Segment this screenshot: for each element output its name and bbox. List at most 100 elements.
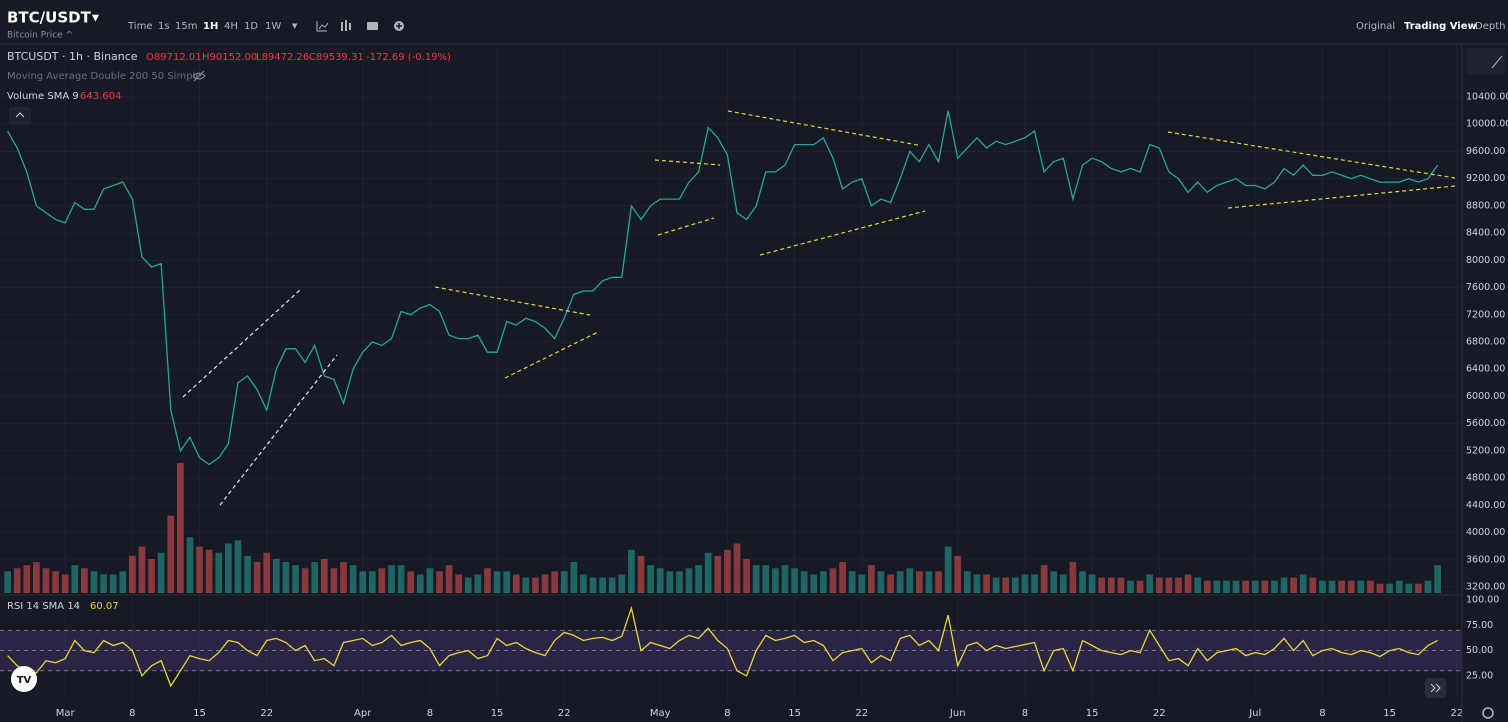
x-tick-label: Mar: [56, 708, 76, 719]
volume-bar: [724, 549, 731, 593]
trendline: [1227, 185, 1456, 209]
volume-bar: [359, 571, 367, 593]
volume-bar: [205, 549, 213, 593]
x-tick-label: 8: [1319, 708, 1325, 719]
volume-bar: [378, 568, 386, 593]
side-toolbar[interactable]: [1466, 48, 1506, 74]
symbol[interactable]: BTC/USDT: [7, 9, 92, 27]
volume-bar: [551, 571, 559, 593]
volume-bar: [839, 562, 846, 593]
volume-bar: [1347, 580, 1355, 593]
volume-bar: [1107, 577, 1115, 593]
symbol-dropdown[interactable]: ▼: [92, 14, 99, 24]
more-intervals[interactable]: ▼: [292, 22, 298, 30]
x-tick-label: May: [650, 708, 671, 719]
volume-bar: [215, 552, 223, 593]
volume-bar: [704, 552, 712, 593]
volume-bar: [560, 571, 568, 593]
y-tick-label: 6400.00: [1466, 364, 1505, 375]
volume-bar: [1002, 577, 1010, 593]
interval[interactable]: 15m: [175, 21, 197, 32]
symbol-subtitle: Bitcoin Price ^: [7, 31, 73, 41]
volume-bar: [13, 568, 21, 593]
volume-bar: [253, 562, 261, 593]
y-tick-label: 5600.00: [1466, 418, 1505, 429]
y-tick-label: 8000.00: [1466, 255, 1505, 266]
volume-bar: [368, 571, 376, 593]
volume-bar: [416, 574, 424, 593]
interval-active[interactable]: 1H: [203, 21, 218, 32]
tv-logo[interactable]: [11, 666, 37, 692]
trendline: [504, 331, 599, 379]
chart-type-icon[interactable]: [341, 20, 351, 31]
hidden-icon[interactable]: [192, 70, 206, 82]
y-tick-label: 6800.00: [1466, 337, 1505, 348]
view-tab-active[interactable]: Trading View: [1404, 21, 1477, 32]
volume-bar: [1376, 583, 1384, 593]
legend-rsi: RSI 14 SMA 14: [7, 601, 80, 612]
y-tick-label: 8400.00: [1466, 228, 1505, 239]
view-tab[interactable]: Original: [1356, 21, 1395, 32]
volume-bar: [1079, 571, 1086, 593]
volume-bar: [963, 571, 971, 593]
volume-bar: [541, 574, 549, 593]
volume-bar: [407, 571, 415, 593]
volume-bar: [1040, 565, 1048, 593]
trendlines: [182, 110, 1456, 506]
x-tick-label: 8: [427, 708, 433, 719]
volume-bar: [800, 571, 808, 593]
volume-bar: [138, 546, 146, 593]
volume-bar: [397, 565, 405, 593]
legend-close: C89539.31: [309, 52, 364, 63]
volume-bar: [1309, 577, 1317, 593]
x-tick-label: Jul: [1248, 708, 1261, 719]
trendline: [182, 289, 301, 398]
scroll-icon: [1430, 683, 1441, 693]
volume-bar: [90, 571, 98, 593]
interval[interactable]: 1s: [158, 21, 170, 32]
volume-bar: [52, 571, 59, 593]
volume-bar: [1021, 574, 1029, 593]
interval[interactable]: 1D: [244, 21, 258, 32]
interval[interactable]: 4H: [224, 21, 238, 32]
volume-bar: [695, 565, 702, 593]
collapse-button[interactable]: [9, 107, 31, 124]
volume-bar: [1242, 580, 1250, 593]
y-tick-label: 7200.00: [1466, 309, 1505, 320]
indicator-icon[interactable]: [316, 21, 329, 32]
volume-bar: [1031, 574, 1038, 593]
x-tick-label: 22: [1153, 708, 1166, 719]
volume-bar: [781, 565, 789, 593]
volume-bar: [896, 571, 904, 593]
y-tick-label: 100.00: [1466, 595, 1499, 606]
settings-icon[interactable]: [1482, 707, 1494, 719]
trendline: [219, 354, 338, 506]
volume-bar: [1050, 571, 1058, 593]
volume-bar: [906, 568, 914, 593]
x-tick-label: 8: [1022, 708, 1028, 719]
view-tab[interactable]: Depth: [1475, 21, 1505, 32]
volume-bar: [512, 574, 520, 593]
volume-bar: [330, 568, 338, 593]
y-tick-label: 9200.00: [1466, 173, 1505, 184]
trendline: [759, 210, 926, 256]
x-tick-label: 8: [129, 708, 135, 719]
volume-bar: [23, 565, 31, 593]
interval[interactable]: Time: [127, 21, 152, 32]
y-tick-label: 50.00: [1466, 645, 1493, 656]
volume-bar: [973, 574, 981, 593]
volume-bar: [301, 568, 309, 593]
volume-bar: [1213, 580, 1221, 593]
volume-bar: [858, 574, 866, 593]
volume-bar: [320, 558, 328, 593]
volume-bar: [733, 543, 741, 593]
volume-bar: [1328, 580, 1336, 593]
interval[interactable]: 1W: [265, 21, 281, 32]
volume-bar: [474, 574, 482, 593]
volume-bar: [1136, 580, 1144, 593]
volume-bar: [868, 565, 875, 593]
camera-icon[interactable]: [367, 22, 378, 30]
volume-bar: [714, 555, 722, 593]
volume-bar: [983, 574, 990, 593]
price-line: [7, 110, 1439, 466]
